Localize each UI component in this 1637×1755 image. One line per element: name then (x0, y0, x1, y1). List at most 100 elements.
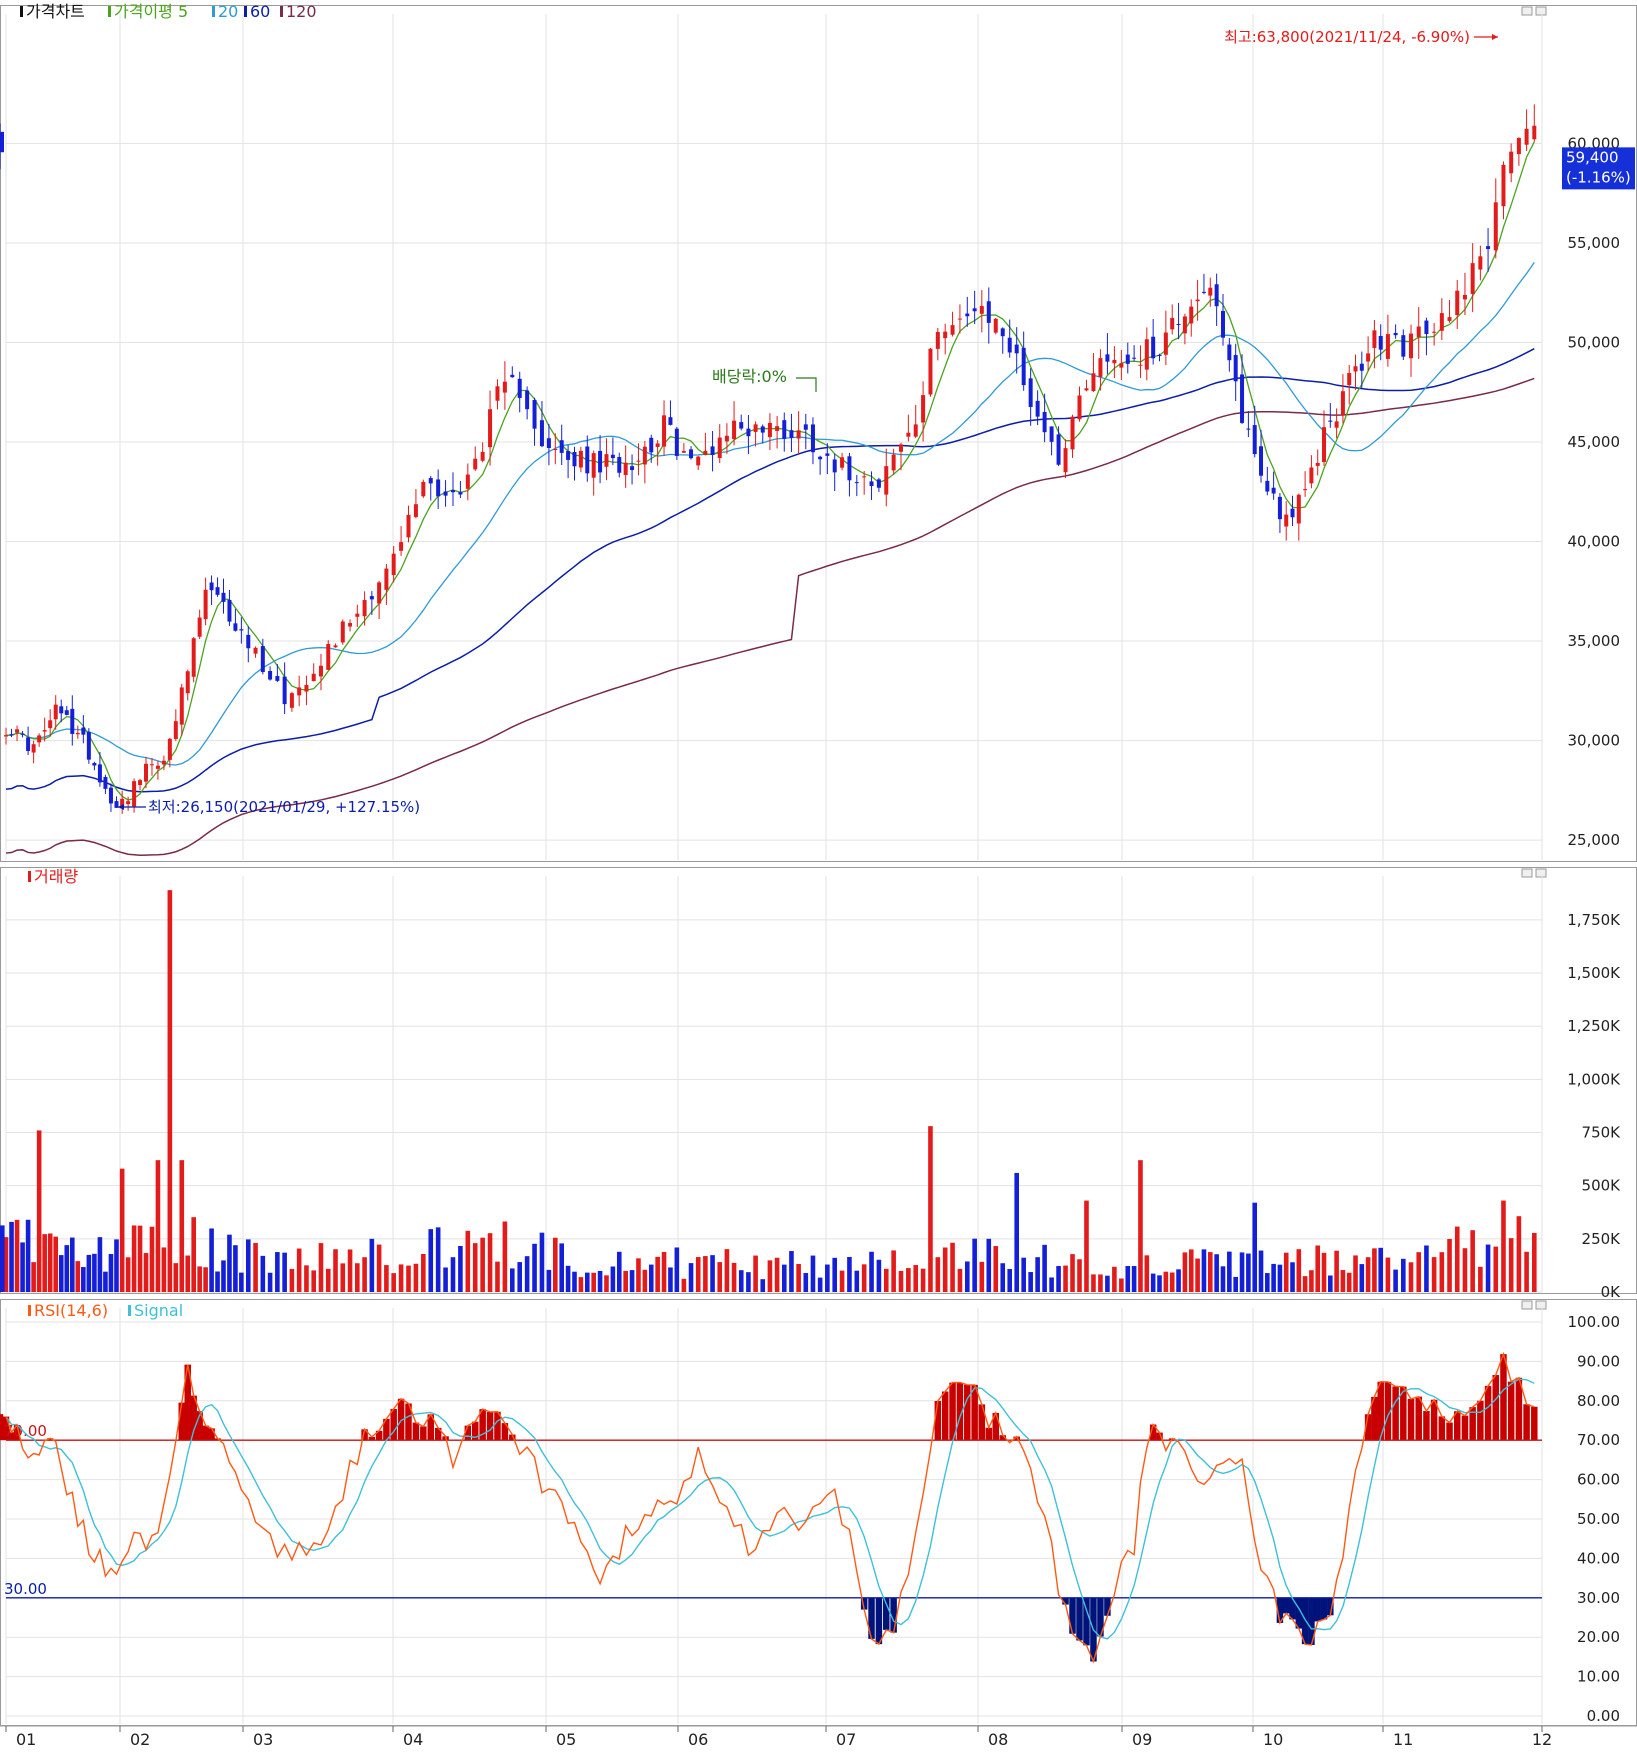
candle (746, 414, 751, 455)
candle-body (732, 420, 737, 440)
close-button[interactable] (1535, 6, 1547, 16)
candle (1478, 245, 1483, 281)
high-arrowhead (1492, 34, 1498, 40)
volume-bar (668, 1267, 673, 1292)
volume-bar (674, 1247, 680, 1292)
panel-window-buttons[interactable] (1521, 6, 1547, 16)
volume-bar (781, 1264, 787, 1292)
candle-body (75, 733, 80, 735)
close-button[interactable] (1535, 1300, 1547, 1310)
volume-bar (767, 1260, 773, 1292)
candle (1265, 466, 1270, 496)
volume-bar (233, 1245, 238, 1292)
volume-bar (869, 1251, 874, 1292)
candle-body (64, 710, 69, 715)
candle (572, 446, 577, 481)
rsi-tick-label: 0.00 (1587, 1707, 1620, 1725)
candle-body (42, 730, 47, 732)
candle (458, 480, 463, 499)
volume-bar (1346, 1272, 1352, 1292)
candle (1028, 368, 1033, 426)
candle (209, 575, 214, 605)
rsi-fills (0, 1354, 1538, 1662)
volume-bar (253, 1242, 258, 1292)
candle-body (1309, 467, 1314, 484)
candle (0, 123, 4, 170)
candle-body (782, 420, 787, 439)
volume-bar (1007, 1269, 1013, 1292)
candle-body (546, 438, 551, 449)
candle-body (289, 693, 294, 708)
candle (810, 417, 815, 465)
volume-bar (227, 1234, 232, 1292)
rsi-tick-label: 70.00 (1577, 1431, 1620, 1449)
candle-body (1021, 347, 1026, 386)
minimize-button[interactable] (1521, 1300, 1533, 1310)
volume-bar (275, 1252, 280, 1292)
volume-bar (1416, 1252, 1422, 1292)
minimize-button[interactable] (1521, 6, 1533, 16)
candle-body (1182, 316, 1187, 334)
panel-window-buttons[interactable] (1521, 868, 1547, 878)
candle-body (1195, 299, 1200, 302)
candle (167, 737, 172, 768)
candle (495, 379, 500, 410)
volume-bar (1246, 1253, 1251, 1292)
candle-body (869, 481, 874, 486)
candle-body (465, 474, 470, 489)
candle-body (717, 437, 722, 458)
volume-bar (623, 1270, 628, 1292)
volume-bar (1334, 1250, 1339, 1292)
candle (1189, 299, 1194, 337)
candle-body (1132, 357, 1137, 359)
rsi-lower-label: 30.00 (4, 1580, 47, 1598)
candle (502, 361, 507, 410)
candle-body (246, 634, 251, 649)
candle (465, 463, 470, 501)
candle (1125, 342, 1130, 374)
candle-body (810, 424, 815, 453)
candle-body (1233, 355, 1238, 382)
volume-bar (1439, 1252, 1445, 1292)
candle (1340, 374, 1345, 424)
candle-body (578, 450, 583, 468)
candle (1271, 471, 1276, 500)
candle-body (965, 313, 970, 317)
candle (1246, 411, 1251, 438)
volume-bar (964, 1261, 970, 1292)
candle-body (1322, 427, 1327, 463)
close-button[interactable] (1535, 868, 1547, 878)
candle (340, 619, 345, 645)
candle-body (1063, 448, 1068, 473)
minimize-button[interactable] (1521, 868, 1533, 878)
volume-bar (75, 1261, 81, 1292)
candle-body (796, 430, 801, 439)
candle (753, 421, 758, 447)
candle (825, 443, 830, 475)
candle-body (179, 687, 184, 725)
candle (377, 580, 382, 620)
volume-bar (1176, 1269, 1181, 1292)
candle-body (668, 417, 673, 425)
candle (891, 448, 896, 475)
candle-body (443, 491, 448, 496)
candle (1077, 386, 1082, 422)
candles (0, 104, 1537, 814)
candle (1112, 346, 1117, 378)
candle-body (724, 435, 729, 442)
ma120-line (5, 377, 1535, 857)
candle-body (913, 424, 918, 437)
candle-body (138, 780, 143, 786)
candle (775, 416, 780, 449)
candle (898, 442, 903, 471)
volume-bar (1157, 1275, 1162, 1292)
candle (246, 626, 251, 663)
volume-bar (1328, 1275, 1333, 1292)
volume-title: 거래량 (34, 867, 78, 886)
panel-window-buttons[interactable] (1521, 1300, 1547, 1310)
candle (1035, 390, 1040, 426)
volume-bar (114, 1239, 119, 1292)
candle (275, 664, 280, 683)
candle-body (1334, 421, 1339, 428)
candle (260, 638, 265, 675)
